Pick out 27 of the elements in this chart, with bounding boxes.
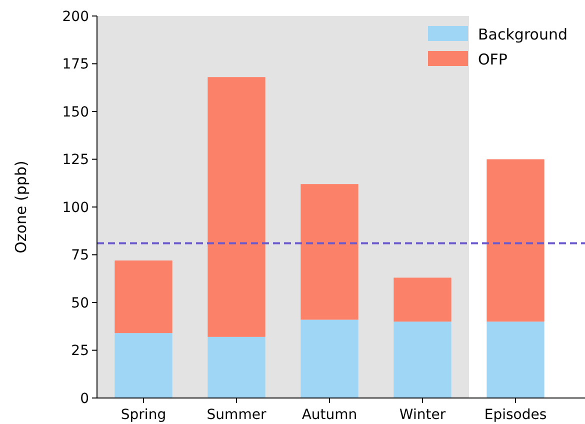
bar	[208, 77, 266, 337]
y-tick-label: 0	[80, 390, 89, 407]
bar	[114, 260, 172, 334]
y-tick-label: 25	[71, 343, 89, 360]
y-tick-label: 125	[62, 152, 89, 168]
y-tick-label: 100	[62, 200, 89, 216]
y-tick-label: 50	[71, 295, 89, 312]
bar	[300, 320, 358, 398]
y-tick-label: 200	[62, 8, 89, 25]
y-tick-label: 150	[62, 104, 89, 120]
y-tick-label: 75	[71, 248, 89, 264]
x-tick-label: Autumn	[302, 407, 358, 423]
bar	[208, 336, 266, 398]
bar	[394, 278, 452, 322]
x-tick-label: Winter	[399, 407, 446, 423]
x-tick-label: Episodes	[484, 407, 547, 423]
x-tick-label: Spring	[120, 407, 166, 423]
bar	[486, 159, 544, 322]
legend-label: Background	[478, 25, 568, 44]
x-tick-label: Summer	[206, 407, 266, 423]
y-tick-label: 175	[62, 56, 89, 73]
legend-label: OFP	[478, 50, 508, 68]
bar	[300, 184, 358, 320]
bar	[394, 322, 452, 398]
bar	[486, 322, 544, 398]
bar	[114, 333, 172, 398]
y-axis-title: Ozone (ppb)	[12, 160, 30, 254]
